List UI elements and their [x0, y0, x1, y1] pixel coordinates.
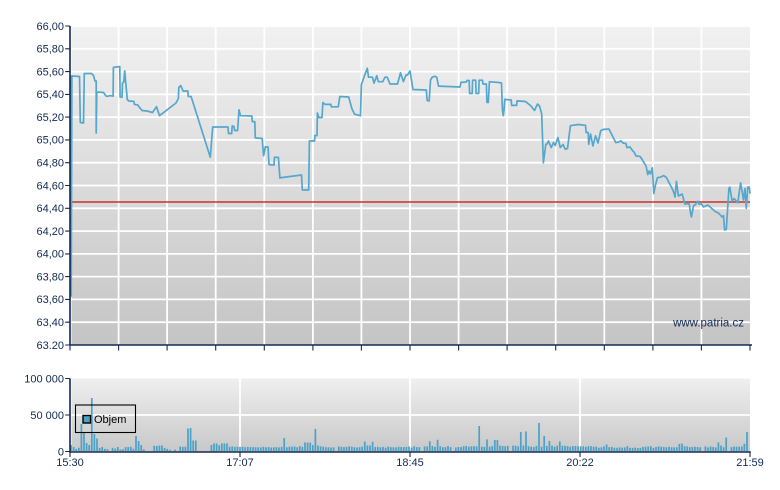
svg-text:17:07: 17:07 [226, 457, 254, 469]
svg-text:21:59: 21:59 [736, 457, 764, 469]
svg-text:20:22: 20:22 [566, 457, 594, 469]
svg-text:64,40: 64,40 [36, 203, 64, 215]
svg-text:100 000: 100 000 [24, 373, 64, 385]
svg-text:65,00: 65,00 [36, 135, 64, 147]
svg-text:66,00: 66,00 [36, 21, 64, 33]
svg-text:64,20: 64,20 [36, 226, 64, 238]
svg-text:65,40: 65,40 [36, 89, 64, 101]
svg-text:50 000: 50 000 [30, 410, 64, 422]
svg-text:63,60: 63,60 [36, 294, 64, 306]
svg-text:64,60: 64,60 [36, 180, 64, 192]
svg-text:63,40: 63,40 [36, 317, 64, 329]
svg-text:65,20: 65,20 [36, 112, 64, 124]
svg-text:64,00: 64,00 [36, 249, 64, 261]
svg-text:65,60: 65,60 [36, 66, 64, 78]
svg-text:63,80: 63,80 [36, 271, 64, 283]
svg-text:0: 0 [58, 446, 64, 458]
svg-text:15:30: 15:30 [56, 457, 84, 469]
svg-text:63.20: 63.20 [36, 340, 64, 352]
svg-text:www.patria.cz: www.patria.cz [672, 318, 744, 330]
svg-text:Objem: Objem [94, 414, 126, 426]
svg-text:64,80: 64,80 [36, 158, 64, 170]
svg-text:65,80: 65,80 [36, 44, 64, 56]
svg-text:18:45: 18:45 [396, 457, 424, 469]
